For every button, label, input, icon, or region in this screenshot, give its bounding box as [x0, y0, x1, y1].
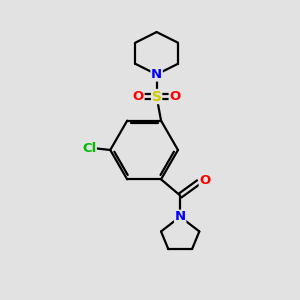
Text: O: O: [133, 90, 144, 103]
Text: N: N: [151, 68, 162, 81]
Text: O: O: [169, 90, 181, 103]
Text: N: N: [175, 210, 186, 223]
Text: Cl: Cl: [82, 142, 96, 155]
Text: O: O: [199, 174, 211, 187]
Text: S: S: [152, 89, 162, 103]
